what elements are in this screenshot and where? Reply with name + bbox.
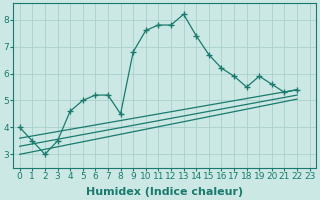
X-axis label: Humidex (Indice chaleur): Humidex (Indice chaleur) — [86, 187, 243, 197]
